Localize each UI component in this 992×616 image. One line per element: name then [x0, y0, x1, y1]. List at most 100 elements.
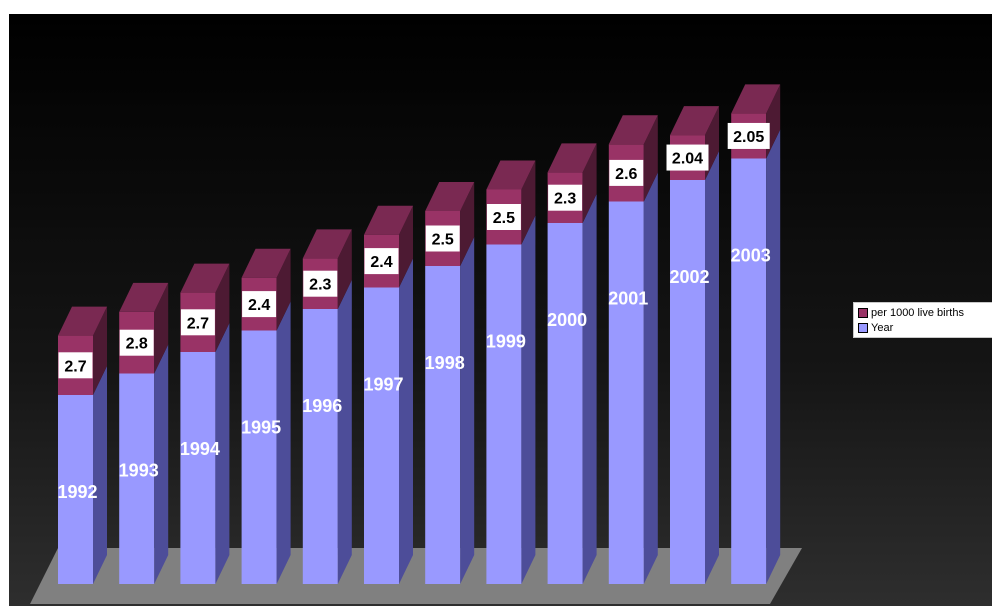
rate-label: 2.04 — [672, 151, 703, 168]
rate-label-box — [425, 225, 460, 252]
bar-year-side — [93, 366, 107, 584]
rate-label-box — [666, 144, 709, 171]
bar-rate-side — [460, 182, 475, 266]
bar-year-front — [119, 373, 155, 584]
rate-label: 2.5 — [432, 232, 454, 249]
bar-rate-side — [643, 115, 658, 202]
year-label: 1995 — [241, 418, 281, 438]
bar-year-front — [547, 223, 583, 584]
bar-rate-top — [119, 282, 169, 312]
bar-1999: 2.5 1999 — [486, 160, 536, 584]
bar-1997: 2.4 1997 — [363, 205, 413, 584]
bar-rate-top — [486, 160, 536, 190]
rate-label-box — [242, 291, 277, 318]
rate-label: 2.7 — [64, 358, 86, 375]
bar-2002: 2.04 2002 — [666, 106, 719, 584]
bar-rate-top — [670, 106, 719, 136]
year-label: 1992 — [57, 482, 97, 502]
legend-swatch-per-1000-live-births — [858, 307, 868, 318]
year-label: 1994 — [180, 439, 220, 459]
legend-item-year: Year — [858, 320, 992, 335]
bar-year-front — [241, 330, 277, 584]
year-label: 2003 — [731, 246, 771, 266]
year-label: 1999 — [486, 332, 526, 352]
bar-year-front — [302, 309, 338, 584]
bar-year-front — [670, 180, 705, 584]
bar-year-side — [705, 151, 719, 584]
rate-label: 2.5 — [493, 210, 515, 227]
rate-label: 2.3 — [309, 277, 331, 294]
legend-label: per 1000 live births — [871, 306, 964, 319]
rate-label: 2.8 — [126, 336, 148, 353]
bar-2001: 2.6 2001 — [608, 115, 658, 584]
bar-2000: 2.3 2000 — [547, 143, 597, 584]
bar-1995: 2.4 1995 — [241, 248, 291, 584]
bar-rate-side — [276, 248, 291, 331]
bar-year-side — [643, 172, 658, 584]
bar-rate-side — [521, 160, 536, 245]
bar-year-front — [180, 352, 216, 584]
bar-year-side — [460, 237, 475, 584]
bar-year-side — [766, 129, 781, 584]
bar-rate-top — [241, 248, 291, 278]
bar-rate-top — [58, 306, 107, 336]
bar-rate-side — [582, 143, 597, 223]
bar-year-side — [154, 344, 169, 584]
rate-label-box — [180, 309, 215, 336]
bar-rate-side — [215, 263, 230, 352]
bar-1992: 2.7 1992 — [57, 306, 107, 584]
bar-rate-top — [547, 143, 597, 173]
rate-label: 2.4 — [370, 254, 392, 271]
bar-year-side — [215, 323, 230, 584]
bar-rate-side — [399, 205, 413, 288]
rate-label-box — [119, 329, 154, 356]
rate-label: 2.05 — [733, 129, 764, 146]
year-label: 2001 — [608, 289, 648, 309]
rate-label: 2.7 — [187, 315, 209, 332]
bar-1993: 2.8 1993 — [119, 282, 169, 584]
year-label: 2000 — [547, 310, 587, 330]
bar-year-front — [731, 158, 767, 584]
bar-year-front — [608, 201, 644, 584]
rate-label-box — [609, 159, 644, 186]
rate-label: 2.6 — [615, 166, 637, 183]
bar-1998: 2.5 1998 — [425, 182, 475, 584]
bar-year-front — [58, 395, 93, 584]
bar-rate-top — [180, 263, 230, 293]
rate-label-box — [364, 248, 399, 275]
rate-label-box — [486, 204, 521, 230]
rate-label-box — [548, 184, 583, 211]
rate-label: 2.4 — [248, 297, 270, 314]
bar-year-side — [521, 215, 536, 584]
bar-rate-top — [364, 205, 413, 235]
year-label: 1996 — [302, 396, 342, 416]
bar-year-front — [364, 287, 399, 584]
legend-label: Year — [871, 321, 894, 334]
bar-year-side — [276, 301, 291, 584]
rate-label: 2.3 — [554, 191, 576, 208]
bar-1996: 2.3 1996 — [302, 229, 352, 584]
bar-rate-top — [608, 115, 658, 145]
bar-year-front — [425, 266, 461, 584]
bar-2003: 2.05 2003 — [727, 84, 781, 584]
legend-swatch-year — [858, 322, 868, 333]
year-label: 1993 — [119, 461, 159, 481]
year-label: 1998 — [425, 353, 465, 373]
year-label: 2002 — [669, 267, 709, 287]
bar-year-side — [399, 258, 413, 584]
bar-rate-top — [731, 84, 781, 114]
rate-label-box — [303, 270, 338, 297]
bar-year-front — [486, 244, 522, 584]
rate-label-box — [727, 122, 770, 149]
bar-year-side — [337, 280, 352, 584]
legend-item-per-1000-live-births: per 1000 live births — [858, 305, 992, 320]
bar-rate-side — [337, 229, 352, 309]
legend: per 1000 live births Year — [853, 302, 992, 338]
bar-year-side — [582, 194, 597, 584]
bar-rate-top — [302, 229, 352, 259]
year-label: 1997 — [363, 375, 403, 395]
rate-label-box — [58, 352, 93, 379]
bars-group: 2.7 1992 2.8 1993 2.7 1994 2.4 1995 2.3 1996 2.4 19… — [57, 84, 781, 584]
bar-rate-side — [93, 306, 107, 395]
